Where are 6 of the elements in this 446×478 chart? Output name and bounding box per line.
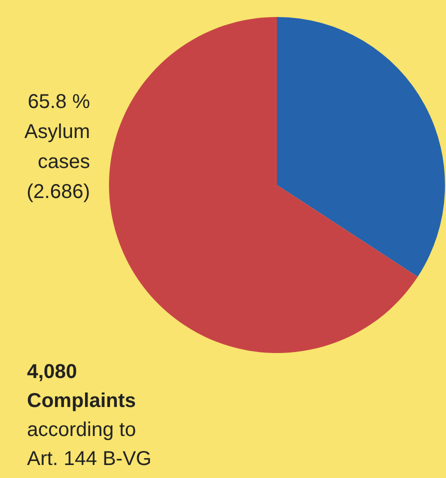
text: according to Art. 144 B-VG: [27, 419, 152, 470]
text: (2.686): [26, 181, 90, 203]
data-label: 65.8 %: [28, 91, 90, 113]
slice-label: Asylum cases: [24, 121, 90, 173]
pie-slice: [277, 17, 445, 277]
pie-slice: [109, 17, 418, 353]
